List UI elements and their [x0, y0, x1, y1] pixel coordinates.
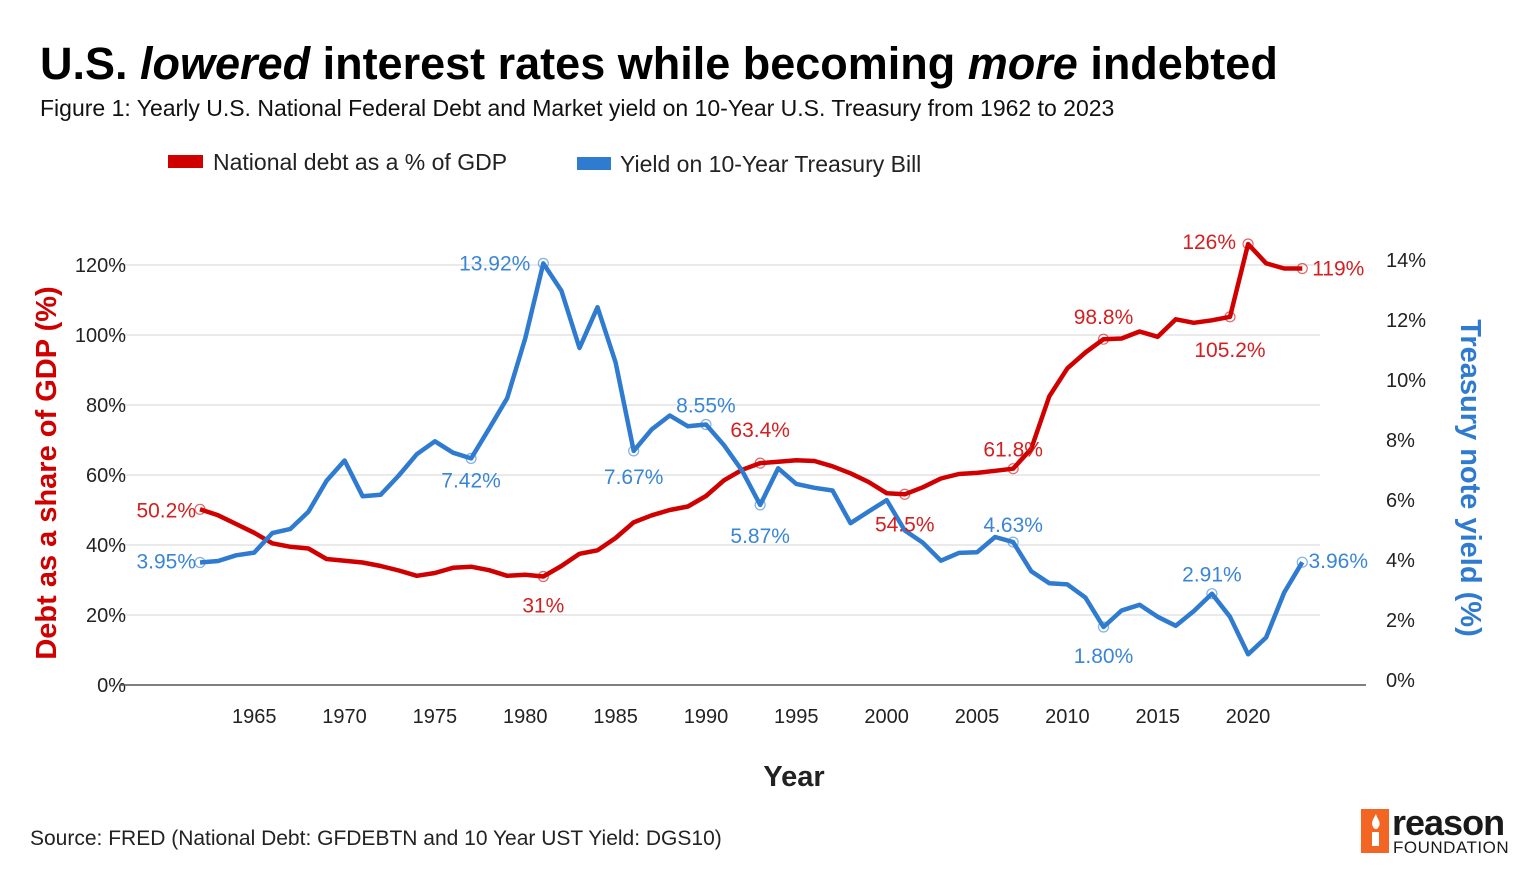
data-label: 126% [1182, 231, 1236, 254]
series-line-yield [199, 261, 1305, 657]
x-tick-label: 2015 [1135, 706, 1180, 728]
y-left-tick-label: 0% [97, 675, 126, 697]
torch-logo-icon [1361, 809, 1389, 853]
y-right-tick-label: 8% [1386, 430, 1415, 452]
data-label: 1.80% [1074, 645, 1134, 668]
chart-subtitle: Figure 1: Yearly U.S. National Federal D… [40, 95, 1114, 121]
annotation-marker [1224, 311, 1236, 323]
x-tick-label: 2000 [864, 706, 909, 728]
legend: National debt as a % of GDP Yield on 10-… [168, 149, 921, 177]
x-tick-label: 1970 [322, 706, 367, 728]
annotation-marker [1097, 333, 1110, 345]
data-label: 5.87% [730, 525, 790, 548]
data-label: 3.95% [136, 551, 196, 574]
y-right-tick-label: 0% [1386, 670, 1415, 692]
data-label: 8.55% [676, 395, 736, 418]
chart-title: U.S. lowered interest rates while becomi… [40, 38, 1278, 89]
annotation-marker [1206, 588, 1218, 600]
annotation-marker [1242, 238, 1254, 250]
y-left-tick-label: 120% [75, 255, 126, 277]
annotation-marker [537, 570, 549, 583]
annotation-marker [1007, 536, 1019, 548]
title-segment: U.S. [40, 38, 140, 89]
y-right-tick-label: 6% [1386, 490, 1415, 512]
legend-swatch-debt [168, 155, 203, 168]
x-tick-label: 1980 [503, 706, 548, 728]
data-label: 54.5% [875, 513, 935, 536]
y-right-tick-label: 2% [1386, 610, 1415, 632]
title-segment: interest rates while becoming [310, 38, 968, 89]
y-right-tick-label: 12% [1386, 310, 1426, 332]
annotation-marker [700, 418, 712, 431]
torch-flame-icon [1372, 814, 1380, 846]
data-label: 4.63% [983, 514, 1043, 537]
reason-foundation-logo: reason FOUNDATION [1361, 802, 1509, 857]
legend-label-yield: Yield on 10-Year Treasury Bill [620, 151, 921, 177]
annotation-marker [194, 556, 206, 569]
title-segment: more [968, 38, 1078, 89]
logo-sub: FOUNDATION [1393, 838, 1509, 857]
y-right-tick-label: 14% [1386, 250, 1426, 272]
data-label: 7.67% [604, 466, 664, 489]
data-label: 61.8% [983, 439, 1043, 462]
x-tick-label: 1995 [774, 706, 819, 728]
logo-word: reason [1392, 802, 1504, 843]
y-axis-right-label: Treasury note yield (%) [1454, 319, 1486, 637]
annotation-marker [754, 499, 766, 511]
x-tick-label: 1965 [232, 706, 277, 728]
data-label: 50.2% [136, 499, 196, 522]
y-left-tick-label: 80% [86, 395, 126, 417]
annotation-marker [194, 503, 206, 515]
annotation-marker [1296, 262, 1308, 275]
x-tick-label: 2010 [1045, 706, 1090, 728]
y-left-tick-label: 20% [86, 605, 126, 627]
annotation-marker [754, 457, 766, 469]
annotation-marker [1097, 621, 1110, 633]
annotation-marker [1296, 556, 1308, 568]
series-line-debt [199, 241, 1303, 579]
series-lines [199, 241, 1305, 657]
annotation-marker [465, 452, 477, 464]
axes: 0% 20% 40% 60% 80% 100% 120% 0% 2% 4% 6% 8% 10% 12% 14… [75, 250, 1426, 728]
x-tick-label: 1985 [593, 706, 638, 728]
y-right-tick-label: 4% [1386, 550, 1415, 572]
data-label: 31% [522, 595, 564, 618]
y-left-tick-label: 40% [86, 535, 126, 557]
title-segment: lowered [140, 38, 312, 89]
source-note: Source: FRED (National Debt: GFDEBTN and… [30, 827, 722, 850]
y-left-tick-label: 100% [75, 325, 126, 347]
data-label: 119% [1312, 258, 1364, 281]
x-tick-label: 2020 [1226, 706, 1271, 728]
legend-label-debt: National debt as a % of GDP [213, 149, 507, 175]
x-tick-label: 1990 [684, 706, 729, 728]
data-label: 105.2% [1194, 339, 1265, 362]
annotation-marker [899, 488, 911, 500]
x-axis-label: Year [763, 761, 824, 793]
y-axis-left-label: Debt as a share of GDP (%) [31, 286, 63, 659]
annotations: 50.2% 31% 63.4% 54.5% 61.8% 98.8% 105.2% 126% 11… [136, 231, 1368, 668]
title-segment: indebted [1078, 38, 1278, 89]
annotation-marker [1007, 463, 1019, 475]
y-right-tick-label: 10% [1386, 370, 1426, 392]
data-label: 3.96% [1308, 550, 1368, 573]
data-label: 7.42% [441, 469, 501, 492]
y-left-tick-label: 60% [86, 465, 126, 487]
annotation-marker [537, 257, 549, 269]
legend-swatch-yield [577, 157, 611, 170]
x-tick-label: 1975 [413, 706, 458, 728]
annotation-marker [628, 445, 640, 457]
data-label: 98.8% [1074, 306, 1134, 329]
data-label: 2.91% [1182, 564, 1242, 587]
data-label: 63.4% [730, 419, 790, 442]
x-tick-label: 2005 [955, 706, 1000, 728]
data-label: 13.92% [459, 252, 530, 275]
